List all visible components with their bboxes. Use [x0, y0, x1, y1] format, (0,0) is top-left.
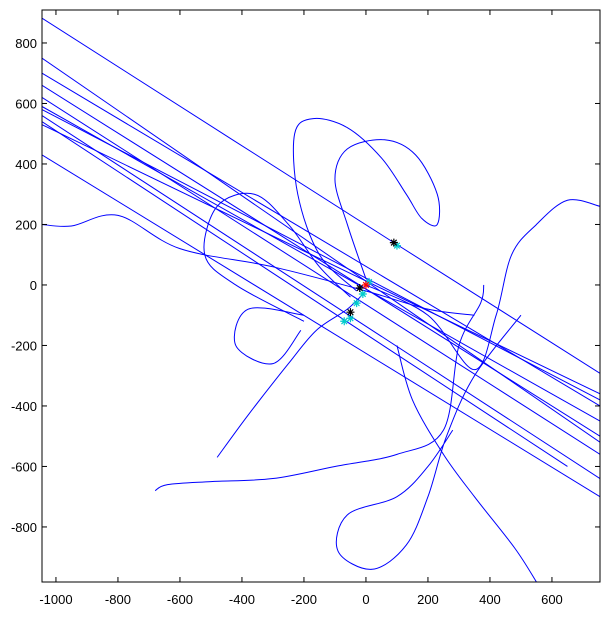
plot-area — [42, 10, 600, 582]
marker — [340, 317, 349, 326]
trajectory — [203, 192, 351, 322]
trajectory — [42, 124, 600, 395]
marker — [355, 283, 364, 292]
trajectory — [292, 117, 441, 292]
x-tick-label: 400 — [479, 592, 501, 607]
axes-frame — [41, 9, 601, 583]
marker — [352, 299, 361, 308]
y-tick-label: 400 — [15, 157, 37, 172]
y-tick-label: -600 — [11, 459, 37, 474]
trajectory — [42, 84, 600, 437]
marker — [358, 290, 367, 299]
x-tick-label: -1000 — [39, 592, 72, 607]
y-tick-label: 0 — [30, 278, 37, 293]
marker — [392, 241, 401, 250]
trajectory — [396, 345, 537, 582]
y-tick-label: -200 — [11, 338, 37, 353]
lines — [42, 17, 600, 582]
x-tick-label: 0 — [362, 592, 369, 607]
y-tick-label: -800 — [11, 520, 37, 535]
trajectory — [335, 314, 522, 570]
y-tick-label: 200 — [15, 217, 37, 232]
trajectory — [42, 106, 600, 422]
y-tick-label: 800 — [15, 36, 37, 51]
marker — [346, 308, 355, 317]
x-tick-label: -200 — [291, 592, 317, 607]
x-tick-label: 600 — [541, 592, 563, 607]
trajectory — [233, 307, 305, 365]
x-tick-label: -600 — [167, 592, 193, 607]
trajectory — [42, 96, 600, 455]
axes: -1000 -800 -600 -400 -200 0 200 400 600 -800 -600 -… — [11, 10, 600, 607]
y-tick-label: -400 — [11, 399, 37, 414]
trajectory — [42, 72, 600, 407]
marker — [389, 238, 398, 247]
x-tick-label: -400 — [229, 592, 255, 607]
x-tick-label: -800 — [105, 592, 131, 607]
marker — [346, 314, 355, 323]
trajectory — [42, 154, 600, 498]
trajectory — [216, 290, 367, 458]
trajectory — [42, 109, 600, 401]
trajectory — [42, 115, 600, 479]
trajectory — [42, 121, 568, 467]
trajectory — [365, 199, 600, 371]
x-tick-label: 200 — [417, 592, 439, 607]
trajectory — [154, 284, 485, 492]
trajectory — [42, 214, 475, 316]
trajectory — [42, 17, 600, 374]
marker — [365, 277, 374, 286]
marker — [361, 280, 370, 289]
y-tick-label: 600 — [15, 96, 37, 111]
